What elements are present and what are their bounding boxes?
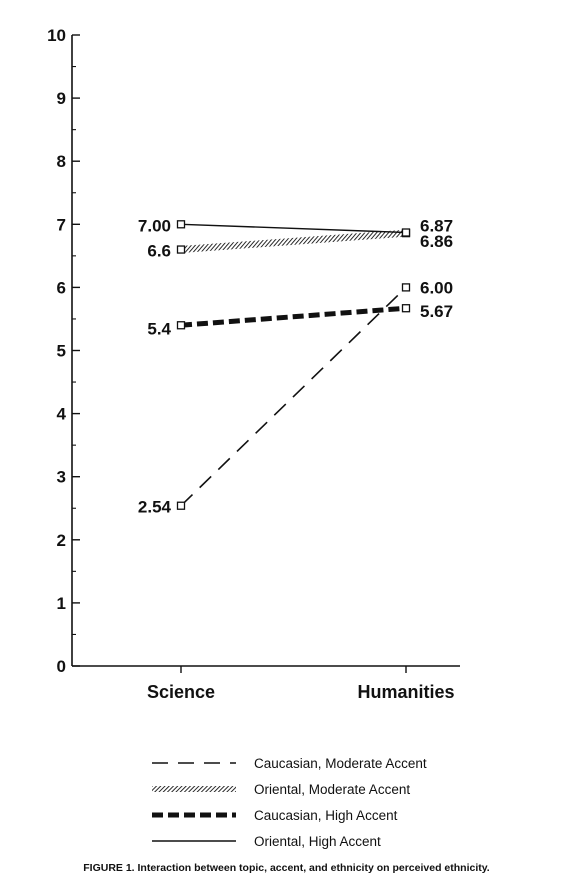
y-tick-label: 2 xyxy=(57,531,66,550)
line-chart: 0 1 2 3 4 5 6 7 8 9 10 Science Humanities 2.54 6.00 6.… xyxy=(47,26,460,849)
y-tick-label: 4 xyxy=(57,405,67,424)
data-label: 6.87 xyxy=(420,217,453,236)
data-label: 6.6 xyxy=(147,242,171,261)
data-point xyxy=(176,321,186,330)
figure-caption: FIGURE 1. Interaction between topic, acc… xyxy=(83,862,490,874)
data-point xyxy=(401,283,411,292)
legend-label: Caucasian, Moderate Accent xyxy=(254,756,427,771)
data-point xyxy=(176,501,186,510)
legend-item: Oriental, Moderate Accent xyxy=(152,782,410,797)
data-point xyxy=(401,304,411,313)
series-line xyxy=(180,229,407,254)
y-tick-label: 5 xyxy=(57,342,66,361)
data-label: 6.86 xyxy=(420,232,453,251)
legend-label: Caucasian, High Accent xyxy=(254,808,398,823)
y-tick-label: 8 xyxy=(57,152,66,171)
y-tick-label: 9 xyxy=(57,89,66,108)
series-2 xyxy=(176,304,411,330)
legend-label: Oriental, Moderate Accent xyxy=(254,782,410,797)
series-line xyxy=(180,305,407,328)
legend: Caucasian, Moderate Accent Oriental, Mode… xyxy=(152,756,427,849)
data-label: 7.00 xyxy=(138,216,171,235)
data-point xyxy=(401,228,411,237)
y-tick-label: 6 xyxy=(57,278,66,297)
series-line xyxy=(180,286,407,507)
y-tick-label: 3 xyxy=(57,468,66,487)
series-0 xyxy=(176,283,411,510)
y-tick-label: 7 xyxy=(57,215,66,234)
series-group: 2.54 6.00 6.6 6.86 5.4 5.67 7.00 6.87 xyxy=(138,216,453,516)
legend-item: Oriental, High Accent xyxy=(152,834,381,849)
y-tick-label: 1 xyxy=(57,594,66,613)
series-3 xyxy=(176,220,411,237)
y-tick-label: 0 xyxy=(57,657,66,676)
axes: 0 1 2 3 4 5 6 7 8 9 10 Science Humanities xyxy=(47,26,460,702)
x-tick-label: Humanities xyxy=(357,682,454,702)
series-line xyxy=(180,223,407,234)
data-point xyxy=(176,245,186,254)
data-label: 5.4 xyxy=(147,319,171,338)
legend-label: Oriental, High Accent xyxy=(254,834,381,849)
data-label: 5.67 xyxy=(420,302,453,321)
legend-item: Caucasian, Moderate Accent xyxy=(152,756,427,771)
y-tick-label: 10 xyxy=(47,26,66,45)
series-1 xyxy=(176,228,411,254)
legend-swatch xyxy=(152,786,236,792)
data-label: 6.00 xyxy=(420,278,453,297)
legend-item: Caucasian, High Accent xyxy=(152,808,398,823)
x-tick-label: Science xyxy=(147,682,215,702)
data-label: 2.54 xyxy=(138,498,172,517)
data-point xyxy=(176,220,186,229)
